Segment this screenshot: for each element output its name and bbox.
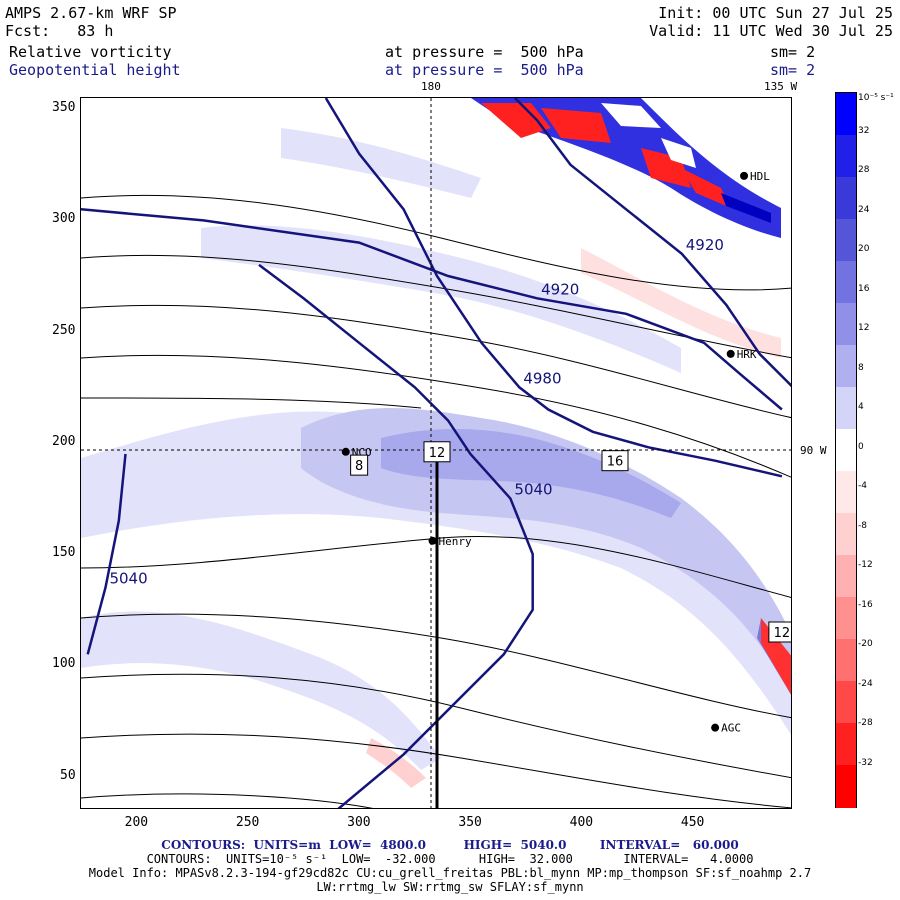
x-tick-label: 350 xyxy=(458,815,482,830)
colorbar-tick-label: 16 xyxy=(858,283,870,294)
station-dot-Henry xyxy=(428,536,437,545)
meridian-90w-label: 90 W xyxy=(800,444,827,457)
map-plot-area: 4920 4920 4980 5040 5040 NCO Henry HRK HDL AGC 1… xyxy=(80,97,792,809)
colorbar-cell xyxy=(836,765,856,808)
colorbar-unit: 10⁻⁵ s⁻¹ xyxy=(858,93,894,103)
x-tick-label: 200 xyxy=(124,815,149,830)
vorticity-contours xyxy=(81,194,791,808)
colorbar-tick-label: -32 xyxy=(858,757,873,768)
colorbar-cell xyxy=(836,723,856,766)
vorticity-contour-info: CONTOURS: UNITS=10⁻⁵ s⁻¹ LOW= -32.000 HI… xyxy=(146,852,754,866)
colorbar-tick-label: -28 xyxy=(858,718,873,728)
height-contour-4980 xyxy=(324,98,783,478)
y-tick-label: 150 xyxy=(52,545,76,561)
height-contour-4920 xyxy=(81,208,783,411)
init-time: Init: 00 UTC Sun 27 Jul 25 xyxy=(658,4,893,22)
svg-text:8: 8 xyxy=(355,459,363,474)
station-label-HRK: HRK xyxy=(737,348,757,361)
colorbar-cell xyxy=(836,471,856,514)
height-contour-label: 5040 xyxy=(109,570,147,588)
y-tick-label: 100 xyxy=(52,656,76,672)
colorbar-tick-label: 0 xyxy=(858,441,864,452)
station-label-HDL: HDL xyxy=(750,170,770,183)
x-tick-label: 400 xyxy=(569,815,594,830)
colorbar-cell xyxy=(836,639,856,682)
colorbar-tick-label: 12 xyxy=(858,323,870,333)
field1-name: Relative vorticity xyxy=(9,43,172,61)
colorbar-tick-label: 8 xyxy=(858,362,864,373)
station-dot-AGC xyxy=(711,723,720,732)
forecast-hour: Fcst: 83 h xyxy=(5,22,114,40)
height-contour-label: 5040 xyxy=(514,481,552,499)
field2-name: Geopotential height xyxy=(9,61,181,79)
field1-smoothing: sm= 2 xyxy=(770,43,816,61)
y-tick-label: 250 xyxy=(52,322,76,338)
meridian-180-label: 180 xyxy=(421,80,441,93)
vorticity-label-box: 16 xyxy=(601,450,629,472)
model-info-line2: LW:rrtmg_lw SW:rrtmg_sw SFLAY:sf_mynn xyxy=(316,880,584,894)
colorbar-tick-label: -4 xyxy=(858,481,867,491)
contour-value-labels: 12 8 16 12 xyxy=(350,441,791,643)
station-dot-HDL xyxy=(740,171,749,180)
field1-level: at pressure = 500 hPa xyxy=(385,43,584,61)
height-contour-4920 xyxy=(514,98,791,388)
colorbar xyxy=(835,92,857,808)
geopotential-height-contours: 4920 4920 4980 5040 5040 xyxy=(81,98,791,808)
station-dot-HRK xyxy=(726,349,735,358)
vorticity-label-box: 8 xyxy=(350,454,369,476)
colorbar-cell xyxy=(836,219,856,262)
height-contour-label: 4920 xyxy=(686,236,724,254)
station-dot-NCO xyxy=(341,447,350,456)
x-tick-label: 450 xyxy=(680,815,705,830)
y-tick-label: 350 xyxy=(52,100,76,116)
station-label-AGC: AGC xyxy=(721,722,741,735)
model-title: AMPS 2.67-km WRF SP xyxy=(5,4,177,22)
svg-text:16: 16 xyxy=(607,455,624,470)
height-contour-5040 xyxy=(258,263,534,808)
height-contour-info: CONTOURS: UNITS=m LOW= 4800.0 HIGH= 5040… xyxy=(161,838,739,852)
height-contour-label: 4920 xyxy=(541,280,579,298)
field2-smoothing: sm= 2 xyxy=(770,61,816,79)
colorbar-tick-label: -24 xyxy=(858,678,873,689)
vorticity-label-box: 12 xyxy=(768,621,791,643)
colorbar-tick-label: 24 xyxy=(858,204,870,215)
colorbar-cell xyxy=(836,135,856,178)
colorbar-tick-label: -8 xyxy=(858,520,867,531)
colorbar-tick-label: 32 xyxy=(858,125,870,136)
colorbar-tick-label: 4 xyxy=(858,402,864,412)
colorbar-cell xyxy=(836,93,856,136)
y-tick-label: 200 xyxy=(52,433,76,449)
colorbar-cell xyxy=(836,387,856,430)
vorticity-shading xyxy=(81,128,791,788)
colorbar-tick-label: 28 xyxy=(858,165,870,175)
vorticity-label-box: 12 xyxy=(423,441,451,463)
colorbar-tick-label: -16 xyxy=(858,599,873,610)
colorbar-cell xyxy=(836,261,856,304)
model-info: Model Info: MPASv8.2.3-194-gf29cd82c CU:… xyxy=(88,866,812,880)
x-tick-label: 250 xyxy=(235,815,260,830)
colorbar-tick-label: -20 xyxy=(858,639,873,649)
colorbar-cell xyxy=(836,513,856,556)
x-tick-label: 300 xyxy=(347,815,371,830)
y-tick-label: 50 xyxy=(60,767,76,783)
meridian-135w-label: 135 W xyxy=(764,80,798,93)
colorbar-cell xyxy=(836,597,856,640)
svg-text:12: 12 xyxy=(774,626,791,641)
height-contour-5040 xyxy=(86,453,127,655)
colorbar-cell xyxy=(836,345,856,388)
colorbar-cell xyxy=(836,555,856,598)
colorbar-cell xyxy=(836,177,856,220)
field2-level: at pressure = 500 hPa xyxy=(385,61,584,79)
colorbar-cell xyxy=(836,681,856,724)
colorbar-tick-label: -12 xyxy=(858,560,873,570)
height-contour-label: 4980 xyxy=(523,369,561,387)
colorbar-cell xyxy=(836,303,856,346)
valid-time: Valid: 11 UTC Wed 30 Jul 25 xyxy=(649,22,893,40)
y-tick-label: 300 xyxy=(52,211,76,227)
colorbar-cell xyxy=(836,429,856,472)
station-label-Henry: Henry xyxy=(439,535,472,548)
colorbar-tick-label: 20 xyxy=(858,244,870,254)
svg-text:12: 12 xyxy=(429,446,446,461)
